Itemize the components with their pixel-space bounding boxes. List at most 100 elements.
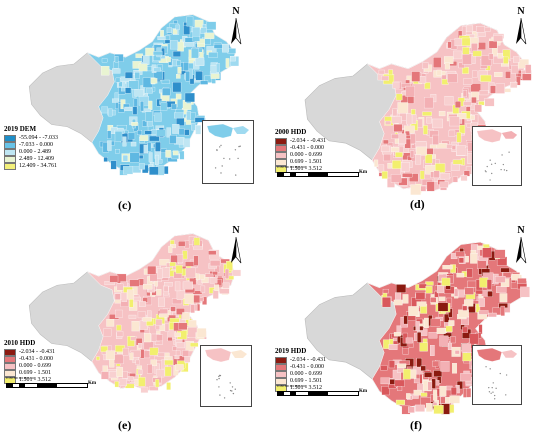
region-cell <box>385 120 392 125</box>
region-cell <box>109 359 115 368</box>
region-cell <box>422 338 428 343</box>
map-e <box>28 233 242 393</box>
region-cell <box>420 365 426 371</box>
region-cell <box>488 53 494 60</box>
region-cell <box>378 69 385 75</box>
region-cell <box>431 378 436 389</box>
region-cell <box>139 301 146 307</box>
region-cell <box>465 25 474 33</box>
region-cell <box>457 113 467 120</box>
region-cell <box>436 69 442 76</box>
scale-ticks: 0 150 300 600 900 1,200 <box>277 384 307 388</box>
region-cell <box>392 108 398 117</box>
region-cell <box>462 90 468 98</box>
region-cell <box>153 51 163 56</box>
region-cell <box>157 268 163 279</box>
region-cell <box>115 77 121 83</box>
region-cell <box>135 359 140 365</box>
inset-island <box>494 398 496 400</box>
region-cell <box>436 285 445 294</box>
region-cell <box>433 389 438 401</box>
region-cell <box>458 309 469 318</box>
region-cell <box>116 324 122 331</box>
region-cell <box>382 288 389 294</box>
region-cell <box>224 268 230 279</box>
region-cell <box>433 57 442 68</box>
region-cell <box>153 67 161 72</box>
region-cell <box>440 361 450 372</box>
region-cell <box>101 371 109 380</box>
inset-island <box>220 172 222 174</box>
region-cell <box>101 58 108 63</box>
region-cell <box>177 66 182 74</box>
region-cell <box>194 117 205 123</box>
inset-island <box>231 386 234 388</box>
region-cell <box>185 261 195 267</box>
region-cell <box>138 63 148 72</box>
region-cell <box>129 152 140 163</box>
region-cell <box>175 364 184 371</box>
region-cell <box>142 55 150 65</box>
region-cell <box>158 159 163 164</box>
legend-title: 2019 DEM <box>4 125 37 133</box>
region-cell <box>410 184 421 196</box>
inset-coast <box>501 350 518 358</box>
inset-island <box>223 397 226 399</box>
region-cell <box>145 111 153 122</box>
region-cell <box>148 152 153 163</box>
region-cell <box>525 64 532 74</box>
region-cell <box>156 129 166 137</box>
region-cell <box>503 56 509 64</box>
inset-island <box>221 165 223 167</box>
region-cell <box>454 101 461 108</box>
region-cell <box>478 101 485 106</box>
region-cell <box>172 51 181 57</box>
region-cell <box>402 294 409 304</box>
region-cell <box>232 269 242 277</box>
legend-label: 0.000 - 0.699 <box>19 363 51 369</box>
region-cell <box>169 262 176 267</box>
north-label: N <box>517 6 525 17</box>
region-cell <box>374 159 379 167</box>
north-arrow-half-icon <box>520 236 527 264</box>
inset-island <box>229 382 231 384</box>
inset-island <box>505 374 508 376</box>
region-cell <box>463 78 473 85</box>
region-cell <box>146 121 153 127</box>
region-cell <box>169 318 180 323</box>
region-cell <box>415 321 420 332</box>
region-cell <box>114 54 124 62</box>
inset-island <box>502 163 505 166</box>
region-cell <box>138 163 145 170</box>
region-cell <box>195 273 200 281</box>
region-cell <box>458 257 464 264</box>
region-cell <box>380 365 388 371</box>
region-cell <box>436 327 446 334</box>
inset-island <box>229 158 231 160</box>
region-cell <box>208 250 217 255</box>
region-cell <box>406 113 413 125</box>
inset-island <box>234 388 236 390</box>
region-cell <box>394 379 405 387</box>
legend-swatch <box>4 349 16 356</box>
inset-island <box>218 386 220 388</box>
region-cell <box>487 291 493 297</box>
scale-bar-graphic <box>277 172 359 177</box>
region-cell <box>437 302 449 312</box>
region-cell <box>381 75 390 81</box>
region-cell <box>139 135 149 141</box>
region-cell <box>475 303 481 313</box>
legend: 2000 HDD -2.034 - -0.431 -0.431 - 0.000 0.… <box>275 129 326 173</box>
region-cell <box>426 181 435 192</box>
inset-south-china-sea <box>472 126 522 186</box>
scale-unit: Km <box>359 389 368 394</box>
legend-label: 12.409 - 34.761 <box>19 163 57 169</box>
region-cell <box>184 293 194 305</box>
region-cell <box>160 102 168 111</box>
region-cell <box>215 63 220 73</box>
inset-map <box>476 128 518 181</box>
legend-swatch <box>4 370 16 377</box>
legend-swatch <box>4 156 16 163</box>
region-cell <box>196 328 207 338</box>
legend-label: 0.000 - 0.699 <box>290 152 322 158</box>
